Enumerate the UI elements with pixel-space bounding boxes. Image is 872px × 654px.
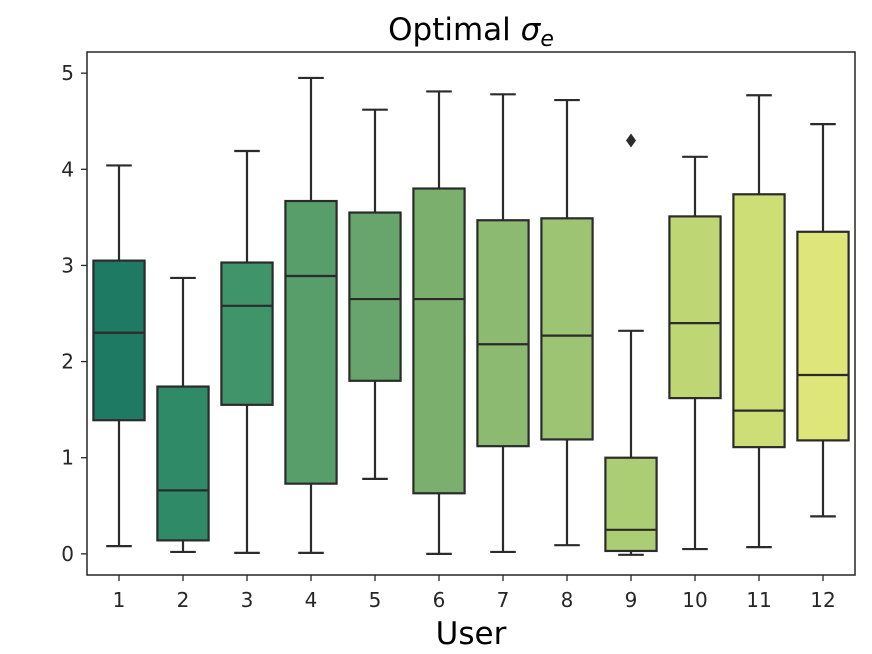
iqr-box [412, 187, 466, 495]
box-user-11 [732, 94, 786, 549]
x-axis-label: User [436, 616, 507, 652]
iqr-box [284, 199, 338, 485]
y-tick-label-2: 2 [61, 350, 74, 374]
y-tick-label-3: 3 [61, 253, 74, 277]
iqr-box [540, 217, 594, 441]
iqr-box [220, 261, 274, 406]
box-user-3 [220, 149, 274, 554]
iqr-box [156, 385, 210, 542]
title-main-text: Optimal [388, 12, 521, 48]
x-tick-label-7: 7 [497, 588, 510, 612]
x-tick-label-8: 8 [561, 588, 574, 612]
iqr-box [604, 456, 658, 553]
y-tick-label-0: 0 [61, 542, 74, 566]
box-user-6 [412, 90, 466, 555]
y-tick-label-4: 4 [61, 157, 74, 181]
x-tick-label-2: 2 [177, 588, 190, 612]
iqr-box [668, 215, 722, 400]
box-user-1 [92, 164, 146, 548]
box-user-7 [476, 93, 530, 554]
x-tick-label-3: 3 [241, 588, 254, 612]
iqr-box [732, 193, 786, 449]
x-tick-label-10: 10 [682, 588, 707, 612]
y-tick-label-1: 1 [61, 446, 74, 470]
box-user-10 [668, 155, 722, 551]
x-tick-label-12: 12 [810, 588, 835, 612]
x-tick-label-1: 1 [113, 588, 126, 612]
box-user-4 [284, 76, 338, 554]
box-user-9 [604, 133, 658, 556]
box-user-5 [348, 108, 402, 480]
x-tick-label-4: 4 [305, 588, 318, 612]
title-subscript: e [540, 27, 554, 52]
x-tick-label-6: 6 [433, 588, 446, 612]
x-tick-label-5: 5 [369, 588, 382, 612]
iqr-box [92, 259, 146, 422]
box-user-12 [796, 123, 850, 518]
box-user-2 [156, 276, 210, 554]
title-sigma-symbol: σ [521, 12, 542, 48]
box-user-8 [540, 98, 594, 547]
chart-title: Optimal σe [388, 12, 554, 52]
x-tick-label-11: 11 [746, 588, 771, 612]
iqr-box [476, 219, 530, 448]
iqr-box [348, 211, 402, 382]
y-tick-label-5: 5 [61, 61, 74, 85]
outlier-point [626, 133, 636, 148]
axes-frame [86, 51, 856, 576]
x-tick-label-9: 9 [625, 588, 638, 612]
iqr-box [796, 230, 850, 442]
